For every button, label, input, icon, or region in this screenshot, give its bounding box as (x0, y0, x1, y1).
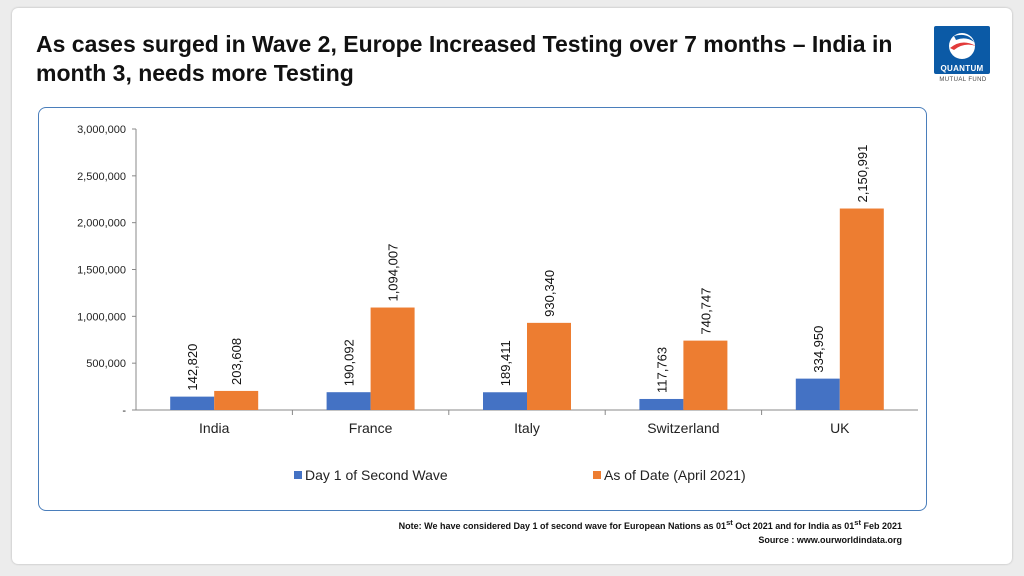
chart-frame: - 500,000 1,000,000 1,500,000 2,000,000 2,500… (38, 107, 927, 511)
slide: As cases surged in Wave 2, Europe Increa… (12, 8, 1012, 564)
bar (214, 390, 259, 410)
data-label: 189,411 (498, 340, 513, 386)
x-tick-label: Italy (514, 420, 540, 436)
bar-chart: - 500,000 1,000,000 1,500,000 2,000,000 2,500… (77, 124, 918, 483)
data-label: 2,150,991 (855, 145, 870, 203)
bar (639, 398, 684, 410)
logo-name: QUANTUM (940, 64, 984, 73)
y-tick-label: 2,000,000 (77, 218, 126, 230)
source-note: Source : www.ourworldindata.org (758, 535, 902, 545)
y-tick-label: 1,000,000 (77, 311, 126, 323)
y-tick-label: 1,500,000 (77, 265, 126, 277)
y-tick-label: 500,000 (86, 358, 126, 370)
data-label: 930,340 (542, 270, 557, 317)
legend-label: Day 1 of Second Wave (305, 467, 448, 483)
x-tick-label: India (199, 420, 230, 436)
x-tick-label: France (349, 420, 393, 436)
y-tick-label: - (122, 405, 126, 417)
quantum-logo: QUANTUM MUTUAL FUND (932, 26, 994, 98)
y-tick-label: 2,500,000 (77, 171, 126, 183)
footnote-middle: Oct 2021 and for India as 01 (732, 521, 855, 531)
bar (370, 307, 415, 410)
data-label: 1,094,007 (386, 244, 401, 302)
bar (795, 378, 840, 410)
x-tick-label: UK (830, 420, 850, 436)
logo-emblem-icon (949, 33, 976, 59)
bar (170, 396, 215, 410)
bar (527, 322, 571, 410)
bar (683, 340, 728, 410)
bar (839, 208, 884, 410)
bar (483, 392, 527, 410)
data-label: 190,092 (342, 339, 357, 386)
x-tick-label: Switzerland (647, 420, 719, 436)
footnote-prefix: Note: We have considered Day 1 of second… (398, 521, 727, 531)
footnote-sup-1: st (726, 518, 733, 527)
footnote-sup-2: st (854, 518, 861, 527)
y-tick-label: 3,000,000 (77, 124, 126, 136)
legend-swatch (294, 471, 302, 479)
data-label: 142,820 (185, 344, 200, 391)
data-label: 740,747 (698, 288, 713, 335)
page-title: As cases surged in Wave 2, Europe Increa… (36, 31, 893, 86)
bar (326, 392, 371, 410)
data-label: 117,763 (654, 347, 669, 393)
legend-swatch (593, 471, 601, 479)
footnote: Note: We have considered Day 1 of second… (399, 518, 902, 531)
legend-label: As of Date (April 2021) (604, 467, 746, 483)
data-label: 334,950 (811, 326, 826, 373)
logo-subtitle: MUTUAL FUND (939, 77, 987, 83)
footnote-suffix: Feb 2021 (860, 521, 902, 531)
logo-mark (934, 26, 990, 74)
data-label: 203,608 (229, 338, 244, 385)
